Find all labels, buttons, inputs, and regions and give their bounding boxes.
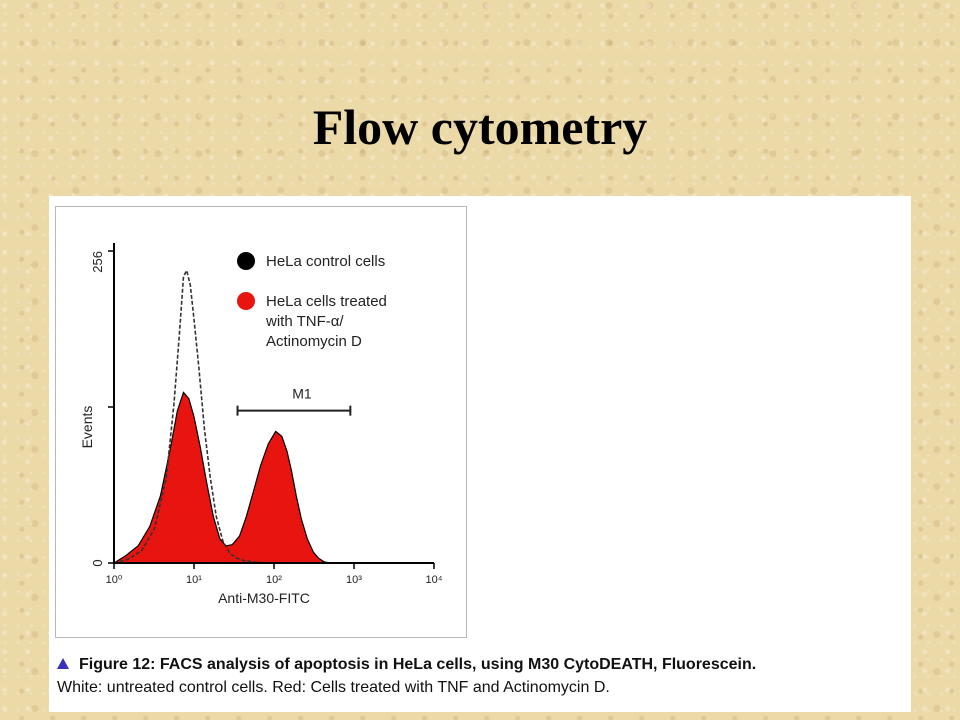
- control-series-line: [113, 268, 274, 564]
- figure-caption-title: Figure 12: FACS analysis of apoptosis in…: [79, 656, 757, 673]
- legend-label-control: HeLa control cells: [266, 253, 385, 270]
- x-axis-label: Anti-M30-FITC: [218, 590, 310, 606]
- x-tick-label: 10⁴: [426, 574, 443, 586]
- plot-frame: 10⁰ 10¹ 10² 10³ 10⁴ 0 256 Anti-M30-FITC Events M1…: [55, 206, 467, 638]
- legend-marker-treated: [237, 292, 255, 310]
- legend-marker-control: [237, 252, 255, 270]
- x-tick-label: 10²: [266, 574, 282, 586]
- x-tick-label: 10⁰: [106, 574, 123, 586]
- m1-range-label: M1: [292, 386, 312, 402]
- legend-label-treated-line: Actinomycin D: [266, 333, 362, 350]
- x-tick-label: 10¹: [186, 574, 202, 586]
- figure-caption-line1: Figure 12: FACS analysis of apoptosis in…: [57, 656, 907, 674]
- figure-panel: 10⁰ 10¹ 10² 10³ 10⁴ 0 256 Anti-M30-FITC Events M1…: [49, 196, 911, 712]
- facs-histogram-chart: 10⁰ 10¹ 10² 10³ 10⁴ 0 256 Anti-M30-FITC Events M1…: [79, 243, 443, 606]
- slide-title: Flow cytometry: [312, 99, 648, 155]
- y-axis-label: Events: [79, 406, 95, 449]
- figure-caption-line2: White: untreated control cells. Red: Cel…: [57, 679, 610, 696]
- treated-series-area: [111, 391, 331, 564]
- triangle-marker-icon: [57, 658, 69, 669]
- x-tick-label: 10³: [346, 574, 362, 586]
- y-tick-label: 0: [90, 559, 105, 566]
- legend-label-treated-line: with TNF-α/: [265, 313, 344, 330]
- y-tick-label: 256: [90, 251, 105, 273]
- legend-label-treated-line: HeLa cells treated: [266, 293, 387, 310]
